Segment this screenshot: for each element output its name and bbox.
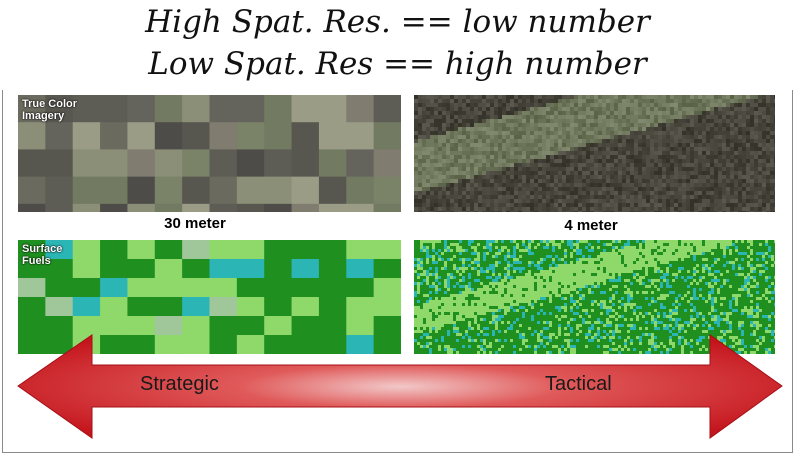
surface-fuels-30m-map (18, 240, 401, 354)
page-title-line-1: High Spat. Res. == low number (145, 4, 650, 40)
tactical-label: Tactical (545, 373, 612, 395)
page-title-line-2: Low Spat. Res == high number (148, 46, 647, 82)
true-color-label: True Color Imagery (22, 98, 78, 122)
surface-fuels-4m-map (414, 240, 775, 354)
surface-fuels-label: Surface Fuels (22, 243, 63, 267)
strategic-label: Strategic (140, 373, 219, 395)
fine-resolution-label: 4 meter (564, 217, 618, 234)
surface-fuels-4m-panel (414, 240, 775, 354)
surface-fuels-30m-panel: Surface Fuels (18, 240, 401, 354)
true-color-4m-image (414, 95, 775, 212)
figure-frame (2, 90, 793, 453)
true-color-4m-panel (414, 95, 775, 212)
coarse-resolution-label: 30 meter (164, 215, 226, 232)
true-color-30m-panel: True Color Imagery (18, 95, 401, 212)
true-color-30m-image (18, 95, 401, 212)
